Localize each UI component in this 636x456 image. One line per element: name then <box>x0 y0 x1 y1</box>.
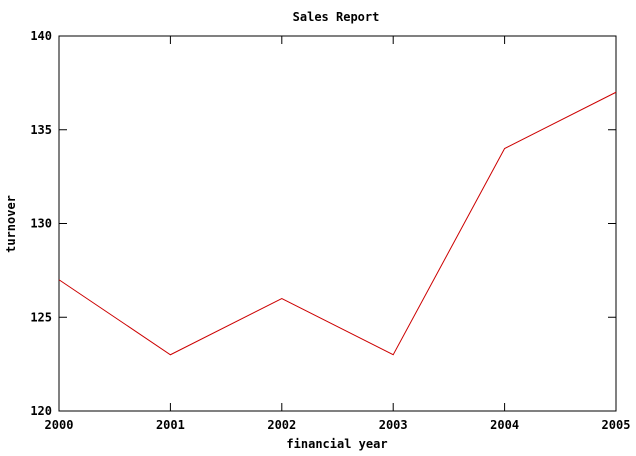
x-tick-label: 2000 <box>45 418 74 432</box>
x-tick-label: 2005 <box>602 418 631 432</box>
x-tick-label: 2001 <box>156 418 185 432</box>
x-tick-label: 2004 <box>490 418 519 432</box>
x-tick-label: 2003 <box>379 418 408 432</box>
chart-title: Sales Report <box>293 10 380 24</box>
y-tick-label: 135 <box>30 123 52 137</box>
x-axis-label: financial year <box>286 437 387 451</box>
y-tick-label: 125 <box>30 310 52 324</box>
y-tick-label: 120 <box>30 404 52 418</box>
y-axis-label: turnover <box>4 195 18 253</box>
series-layer <box>58 91 617 356</box>
plot-frame <box>58 35 617 412</box>
y-tick-label: 130 <box>30 217 52 231</box>
series-line <box>58 91 617 356</box>
y-tick-label: 140 <box>30 29 52 43</box>
x-tick-label: 2002 <box>267 418 296 432</box>
x-axis: 2000 2001 2002 2003 2004 2005 <box>45 36 631 432</box>
y-axis: 120 125 130 135 140 <box>30 29 616 418</box>
